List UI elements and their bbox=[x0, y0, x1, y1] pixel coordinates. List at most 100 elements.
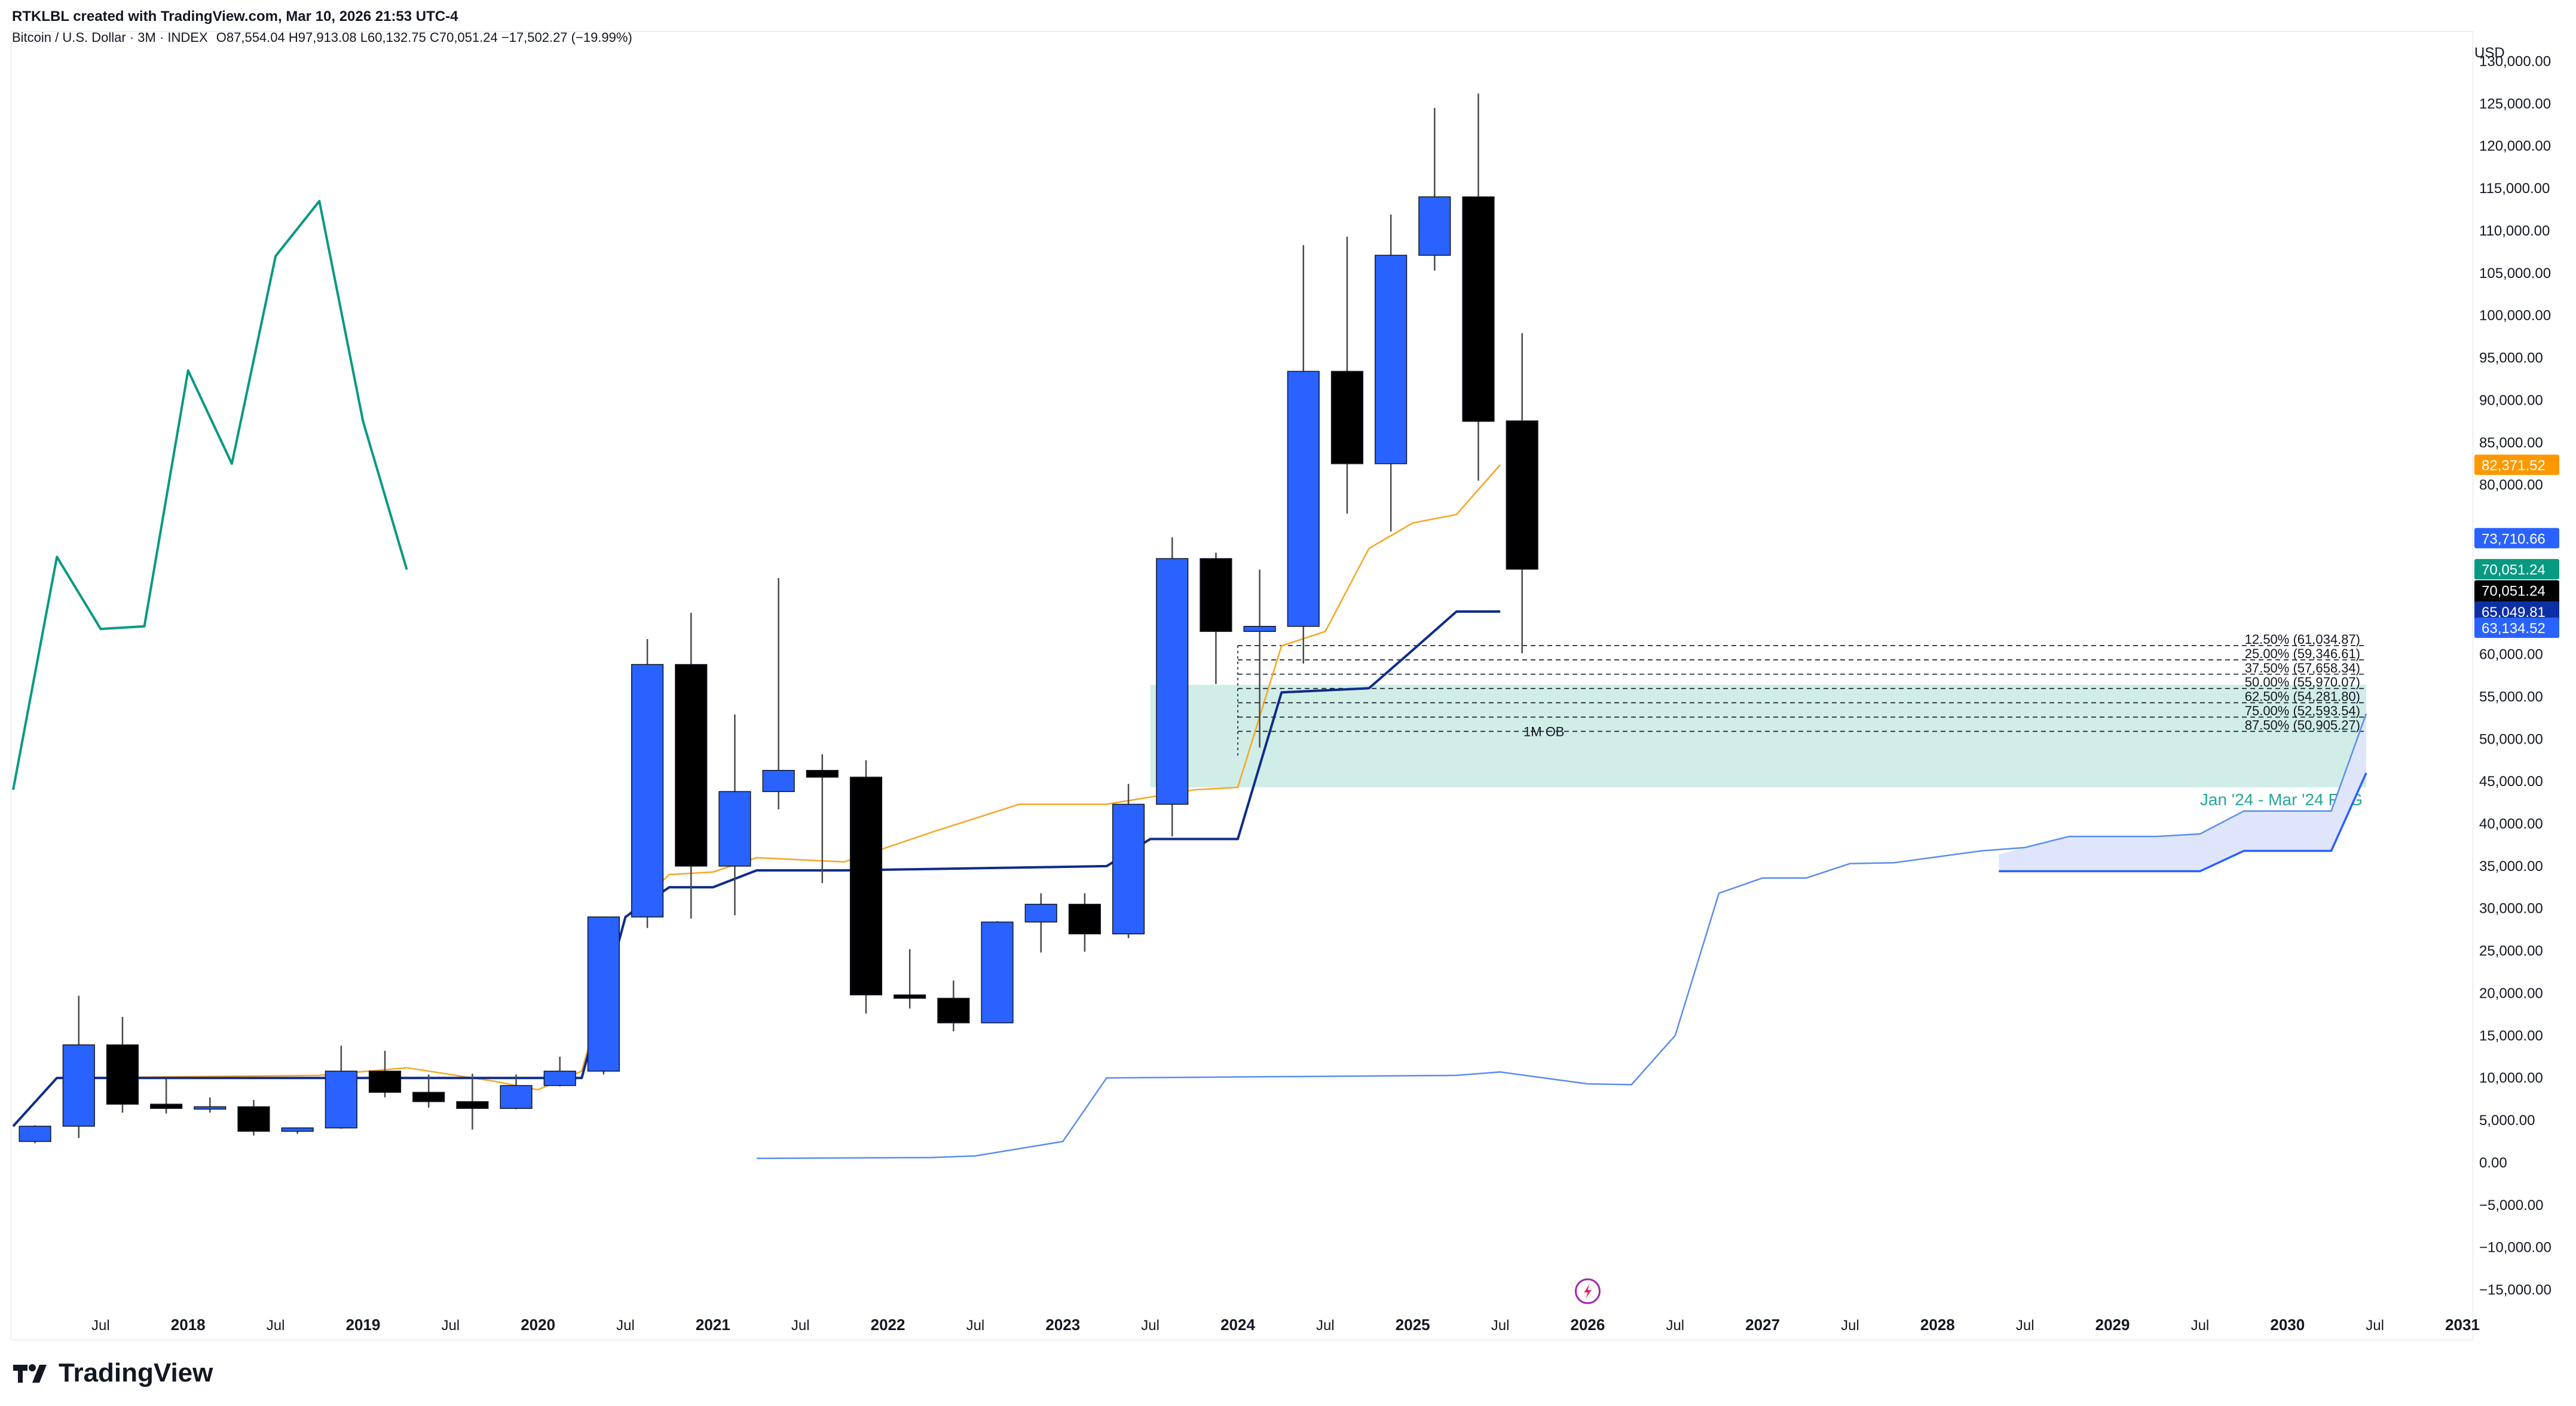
y-tick-label: 90,000.00 bbox=[2479, 392, 2543, 408]
candle-body bbox=[194, 1106, 227, 1110]
projection-band bbox=[1999, 713, 2366, 872]
y-tick-label: 15,000.00 bbox=[2479, 1028, 2543, 1044]
projection-lower-line bbox=[1999, 772, 2367, 873]
candle-body bbox=[1330, 371, 1364, 464]
candle-body bbox=[106, 1044, 139, 1105]
candle-body bbox=[981, 921, 1014, 1023]
chart-header: RTKLBL created with TradingView.com, Mar… bbox=[12, 8, 632, 45]
price-tag-value: 73,710.66 bbox=[2482, 531, 2546, 547]
ob-label: 1M OB bbox=[1523, 724, 1564, 739]
y-tick-label: 60,000.00 bbox=[2479, 647, 2543, 663]
tradingview-logo[interactable]: TradingView bbox=[13, 1358, 213, 1388]
candle-body bbox=[849, 777, 883, 996]
y-tick-label: 85,000.00 bbox=[2479, 435, 2543, 451]
x-tick-label: 2029 bbox=[2095, 1316, 2130, 1334]
y-tick-label: 35,000.00 bbox=[2479, 858, 2543, 875]
symbol-name[interactable]: Bitcoin / U.S. Dollar · 3M · INDEX bbox=[12, 30, 208, 45]
candle-body bbox=[806, 769, 839, 778]
x-tick-label: Jul bbox=[966, 1318, 985, 1334]
candle-body bbox=[937, 998, 970, 1023]
candle-body bbox=[1462, 196, 1495, 422]
fib-label: 37.50% (57,658.34) bbox=[2245, 661, 2360, 676]
candle-body bbox=[412, 1092, 445, 1102]
x-tick-label: 2031 bbox=[2445, 1316, 2480, 1334]
y-tick-label: 120,000.00 bbox=[2479, 138, 2551, 154]
x-tick-label: Jul bbox=[2191, 1318, 2210, 1334]
y-tick-label: 50,000.00 bbox=[2479, 731, 2543, 747]
y-tick-label: 80,000.00 bbox=[2479, 477, 2543, 493]
y-tick-label: 0.00 bbox=[2479, 1155, 2507, 1171]
candle-body bbox=[1418, 196, 1451, 256]
y-tick-label: 45,000.00 bbox=[2479, 774, 2543, 790]
candle-body bbox=[62, 1044, 95, 1127]
x-tick-label: Jul bbox=[1316, 1318, 1335, 1334]
price-tag bbox=[2474, 618, 2559, 638]
candle-body bbox=[1024, 903, 1057, 923]
x-tick-label: 2030 bbox=[2270, 1316, 2305, 1334]
x-tick-label: 2026 bbox=[1571, 1316, 1605, 1334]
candle-body bbox=[1506, 420, 1538, 570]
y-tick-label: 105,000.00 bbox=[2479, 265, 2551, 282]
candle-body bbox=[281, 1127, 314, 1132]
candle-body bbox=[631, 664, 664, 918]
fib-label: 75.00% (52,593.54) bbox=[2245, 704, 2360, 719]
candle-body bbox=[150, 1104, 183, 1109]
candle-body bbox=[762, 769, 795, 792]
price-tag bbox=[2474, 559, 2559, 580]
y-tick-label: 25,000.00 bbox=[2479, 943, 2543, 959]
candle-body bbox=[1068, 903, 1101, 935]
y-tick-label: 100,000.00 bbox=[2479, 308, 2551, 324]
x-tick-label: 2020 bbox=[521, 1316, 555, 1334]
tradingview-logo-icon bbox=[13, 1364, 47, 1383]
y-tick-label: −10,000.00 bbox=[2479, 1240, 2551, 1256]
candle-body bbox=[587, 916, 620, 1072]
chart-frame bbox=[11, 31, 2473, 1340]
candle-body bbox=[675, 664, 708, 867]
candle-body bbox=[1200, 558, 1232, 632]
x-tick-label: Jul bbox=[616, 1318, 635, 1334]
price-tag-value: 82,371.52 bbox=[2482, 458, 2546, 474]
symbol-line: Bitcoin / U.S. Dollar · 3M · INDEX O87,5… bbox=[12, 30, 632, 45]
x-tick-label: Jul bbox=[1666, 1318, 1684, 1334]
created-by-text: RTKLBL created with TradingView.com, Mar… bbox=[12, 8, 458, 25]
fvg-zone bbox=[1150, 684, 2367, 788]
y-tick-label: 115,000.00 bbox=[2479, 181, 2550, 197]
candle-body bbox=[543, 1071, 576, 1086]
lower-band-line bbox=[756, 713, 2367, 1160]
x-tick-label: Jul bbox=[1141, 1318, 1159, 1334]
x-tick-label: Jul bbox=[267, 1318, 285, 1334]
y-tick-label: 30,000.00 bbox=[2479, 901, 2543, 917]
y-tick-label: 55,000.00 bbox=[2479, 689, 2543, 705]
brand-name: TradingView bbox=[59, 1358, 213, 1387]
x-tick-label: Jul bbox=[2366, 1318, 2384, 1334]
x-tick-label: 2021 bbox=[696, 1316, 730, 1334]
candle-body bbox=[500, 1085, 533, 1109]
x-tick-label: Jul bbox=[441, 1318, 460, 1334]
x-tick-label: 2023 bbox=[1045, 1316, 1080, 1334]
x-tick-label: 2025 bbox=[1396, 1316, 1430, 1334]
y-tick-label: −15,000.00 bbox=[2479, 1282, 2551, 1298]
y-tick-label: 5,000.00 bbox=[2479, 1112, 2535, 1129]
y-tick-label: 95,000.00 bbox=[2479, 350, 2543, 366]
candle-body bbox=[1375, 255, 1408, 464]
x-tick-label: Jul bbox=[791, 1318, 810, 1334]
candle-body bbox=[1287, 371, 1320, 627]
y-tick-label: 130,000.00 bbox=[2479, 54, 2551, 70]
y-tick-label: 10,000.00 bbox=[2479, 1070, 2543, 1086]
fib-label: 25.00% (59,346.61) bbox=[2245, 646, 2360, 661]
x-tick-label: 2024 bbox=[1220, 1316, 1255, 1334]
candle-body bbox=[237, 1106, 270, 1132]
candle-body bbox=[894, 994, 926, 999]
y-tick-label: −5,000.00 bbox=[2479, 1197, 2543, 1214]
price-tag-value: 70,051.24 bbox=[2482, 583, 2546, 600]
candle-body bbox=[1112, 803, 1145, 935]
fib-label: 12.50% (61,034.87) bbox=[2245, 632, 2360, 647]
x-tick-label: Jul bbox=[1841, 1318, 1859, 1334]
oscillator-line bbox=[12, 200, 408, 790]
candle-body bbox=[1156, 558, 1189, 805]
x-tick-label: Jul bbox=[2016, 1318, 2035, 1334]
currency-label: USD bbox=[2474, 45, 2505, 61]
x-tick-label: 2018 bbox=[171, 1316, 206, 1334]
lightning-icon bbox=[1584, 1284, 1592, 1298]
